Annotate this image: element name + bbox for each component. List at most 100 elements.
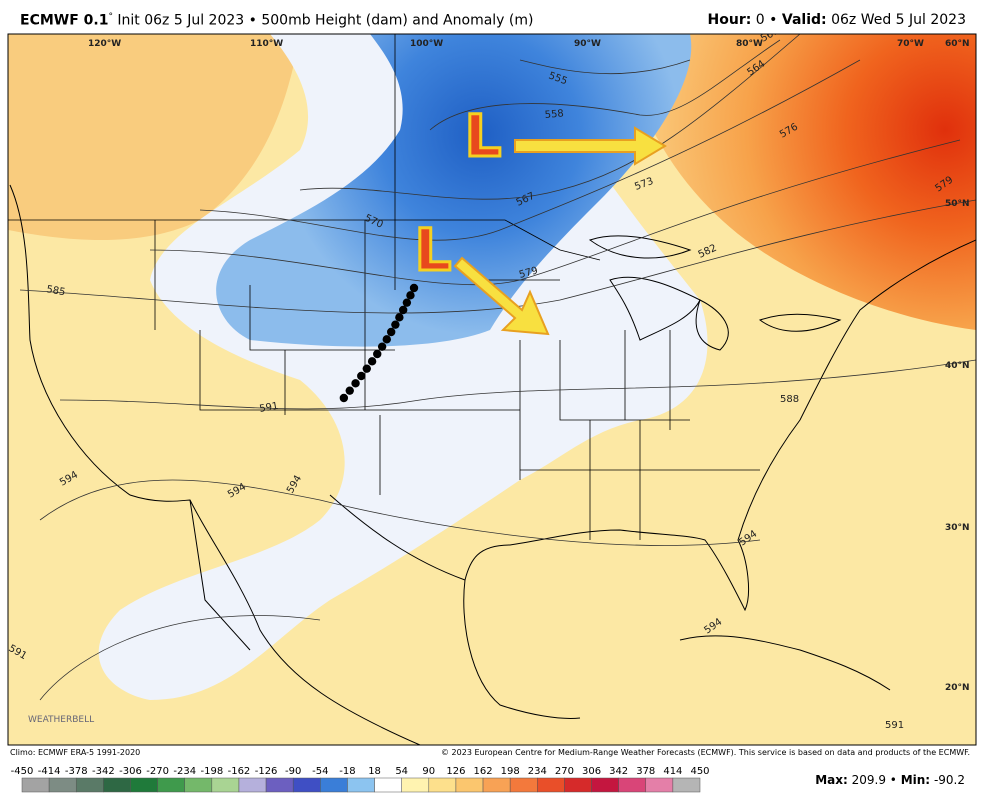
height-contours <box>19 34 976 701</box>
header-right: Hour: 0 • Valid: 06z Wed 5 Jul 2023 <box>708 12 966 28</box>
run: Init 06z 5 Jul 2023 <box>117 12 245 29</box>
valid: 06z Wed 5 Jul 2023 <box>831 12 966 28</box>
watermark: WEATHERBELL <box>28 715 94 725</box>
trough-axis <box>339 283 419 403</box>
colorbar-tick-label: -18 <box>339 766 355 777</box>
trough-dot <box>402 298 412 307</box>
lon-label: 80°W <box>736 39 763 49</box>
trough-dot <box>367 357 377 366</box>
colorbar-swatch <box>455 777 484 793</box>
low-label: L <box>415 216 452 284</box>
trough-dot <box>345 386 354 395</box>
trough-dot <box>382 335 391 344</box>
lon-label: 70°W <box>897 39 924 49</box>
lows: L L <box>413 101 503 286</box>
contour-label: 561 <box>759 26 781 45</box>
arrow-east <box>514 126 667 166</box>
colorbar-tick-label: 414 <box>663 766 682 777</box>
colorbar-swatch <box>130 777 158 793</box>
lon-label: 120°W <box>88 39 121 49</box>
trough-dot <box>395 313 404 322</box>
colorbar-swatch <box>482 777 511 793</box>
contour-label: 591 <box>885 720 904 731</box>
contour-label: 585 <box>45 284 66 298</box>
colorbar-swatch <box>672 777 701 793</box>
degree: ° <box>108 12 113 22</box>
colorbar-swatch <box>21 777 50 793</box>
valid-label: Valid: <box>781 12 827 28</box>
colorbar-swatch <box>374 777 402 793</box>
colorbar-swatch <box>48 777 77 793</box>
map-area: L L 555558561564567570573576579579582585… <box>8 26 976 745</box>
lat-label: 20°N <box>945 683 970 693</box>
trough-dot <box>373 349 382 359</box>
min: -90.2 <box>934 773 965 787</box>
sep: • <box>248 12 257 29</box>
colorbar-tick-label: -90 <box>285 766 301 777</box>
colorbar-tick-label: -126 <box>255 766 278 777</box>
colorbar-swatch <box>645 777 674 793</box>
low-label: L <box>465 102 502 170</box>
contour-label: 591 <box>259 401 280 415</box>
sep: • <box>890 773 897 787</box>
lat-label: 50°N <box>945 199 970 209</box>
product: 500mb Height (dam) and Anomaly (m) <box>261 12 534 29</box>
colorbar-tick-label: 126 <box>446 766 465 777</box>
colorbar-tick-label: -162 <box>228 766 251 777</box>
colorbar-swatch <box>428 777 457 793</box>
trough-dot <box>386 327 396 337</box>
lon-label: 100°W <box>410 39 443 49</box>
colorbar-swatch <box>564 777 592 793</box>
lon-label: 60°N <box>945 39 970 49</box>
trough-dot <box>377 342 387 351</box>
colorbar-swatch <box>320 777 348 793</box>
colorbar-tick-label: -306 <box>119 766 142 777</box>
graticule-labels: 120°W 110°W 100°W 90°W 80°W 70°W 60°N 50… <box>88 39 970 693</box>
colorbar-tick-label: 234 <box>528 766 547 777</box>
colorbar-swatch <box>211 777 240 793</box>
contour-label: 558 <box>544 108 564 121</box>
colorbar-tick-label: 378 <box>636 766 655 777</box>
colorbar-tick-label: 18 <box>368 766 381 777</box>
colorbar-swatch <box>537 777 565 793</box>
colorbar-tick-label: -378 <box>65 766 88 777</box>
borders <box>8 34 760 540</box>
colorbar-tick-label: 54 <box>395 766 408 777</box>
stats: Max: 209.9 • Min: -90.2 <box>815 773 965 787</box>
trough-dot <box>357 371 366 381</box>
min-label: Min: <box>901 773 930 787</box>
colorbar-swatch <box>591 777 619 793</box>
colorbar-tick-label: 90 <box>422 766 435 777</box>
colorbar-swatch <box>75 777 104 793</box>
colorbar-tick-label: -450 <box>11 766 34 777</box>
colorbar: -450 -414 -378 -342 -306 -270 -234 -198 -162 -126… <box>11 766 710 793</box>
colorbar-swatch <box>347 777 375 793</box>
colorbar-tick-label: -54 <box>312 766 328 777</box>
climo: Climo: ECMWF ERA-5 1991-2020 <box>10 748 140 757</box>
trough-dot <box>351 379 360 388</box>
colorbar-swatch <box>618 777 647 793</box>
contour-label: 579 <box>518 265 539 281</box>
sep: • <box>769 12 778 28</box>
colorbar-swatch <box>401 777 430 793</box>
header: ECMWF 0.1° Init 06z 5 Jul 2023 • 500mb H… <box>0 0 984 34</box>
trough-dot <box>362 364 371 373</box>
header-left: ECMWF 0.1° Init 06z 5 Jul 2023 • 500mb H… <box>20 12 533 29</box>
trough-dot <box>406 291 415 300</box>
trough-dot <box>339 393 349 403</box>
lon-label: 110°W <box>250 39 283 49</box>
colorbar-swatch <box>103 777 131 793</box>
anomaly-hot <box>620 34 976 330</box>
trough-dot <box>398 305 408 315</box>
max: 209.9 <box>852 773 886 787</box>
contour-label: 588 <box>780 394 799 405</box>
colorbar-tick-label: 450 <box>690 766 709 777</box>
hour: 0 <box>755 12 765 28</box>
colorbar-swatch <box>184 777 213 793</box>
colorbar-tick-label: 198 <box>501 766 520 777</box>
lat-label: 30°N <box>945 523 970 533</box>
lon-label: 90°W <box>574 39 601 49</box>
trough-dot <box>409 283 419 293</box>
